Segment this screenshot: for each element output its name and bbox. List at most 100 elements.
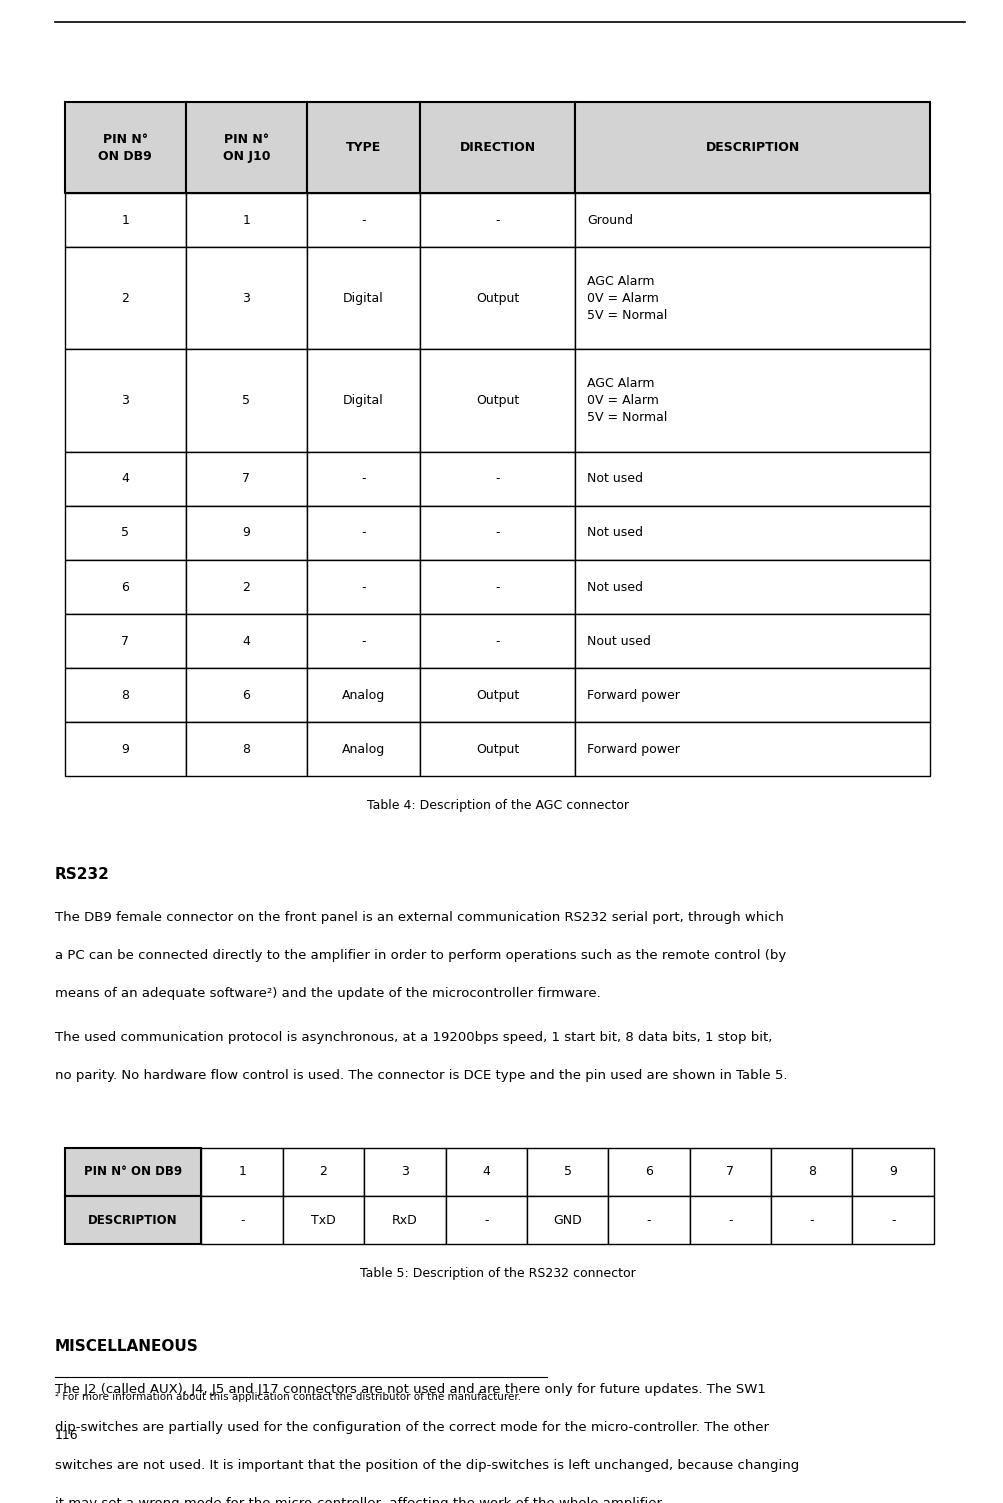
Text: 3: 3 [400,1165,408,1178]
Bar [64,246,186,350]
Text: 3: 3 [121,394,129,407]
Text: Output: Output [475,394,519,407]
Text: 6: 6 [645,1165,652,1178]
Bar [64,669,186,723]
Bar [527,1148,608,1196]
Bar [575,246,930,350]
Bar [64,192,186,246]
Text: 8: 8 [121,688,129,702]
Text: 5: 5 [121,526,129,540]
Text: 5: 5 [243,394,250,407]
Bar [445,1196,527,1244]
Text: AGC Alarm
0V = Alarm
5V = Normal: AGC Alarm 0V = Alarm 5V = Normal [587,377,667,424]
Bar [307,561,419,615]
Text: 5: 5 [563,1165,571,1178]
Text: dip-switches are partially used for the configuration of the correct mode for th: dip-switches are partially used for the … [55,1422,768,1434]
Text: -: - [494,634,499,648]
Text: 7: 7 [726,1165,733,1178]
Text: -: - [483,1214,488,1226]
Bar [419,452,575,507]
Text: 8: 8 [807,1165,815,1178]
Text: -: - [361,634,365,648]
Bar [64,615,186,669]
Text: 4: 4 [481,1165,489,1178]
Text: DESCRIPTION: DESCRIPTION [705,141,799,155]
Text: Table 4: Description of the AGC connector: Table 4: Description of the AGC connecto… [366,800,628,812]
Bar [419,507,575,561]
Bar [364,1196,445,1244]
Bar [307,246,419,350]
Text: -: - [361,472,365,485]
Text: Not used: Not used [587,526,643,540]
Bar [186,350,307,452]
Bar [186,246,307,350]
Bar [575,561,930,615]
Bar [283,1148,364,1196]
Bar [202,1196,283,1244]
Bar [608,1196,689,1244]
Bar [186,192,307,246]
Text: Not used: Not used [587,580,643,594]
Text: DIRECTION: DIRECTION [459,141,535,155]
Text: 9: 9 [243,526,250,540]
Bar [64,1148,202,1196]
Text: 2: 2 [319,1165,327,1178]
Bar [186,507,307,561]
Bar [186,561,307,615]
Text: -: - [646,1214,651,1226]
Text: -: - [890,1214,895,1226]
Bar [186,615,307,669]
Text: 1: 1 [238,1165,246,1178]
Text: 9: 9 [121,742,129,756]
Bar [64,452,186,507]
Text: means of an adequate software²) and the update of the microcontroller firmware.: means of an adequate software²) and the … [55,987,600,999]
Bar [307,723,419,777]
Bar [307,192,419,246]
Bar [770,1196,852,1244]
Bar [575,507,930,561]
Bar [575,102,930,192]
Text: The used communication protocol is asynchronous, at a 19200bps speed, 1 start bi: The used communication protocol is async… [55,1031,771,1045]
Text: 2: 2 [121,292,129,305]
Text: Analog: Analog [341,742,384,756]
Bar [64,507,186,561]
Text: 8: 8 [243,742,250,756]
Bar [852,1148,933,1196]
Text: -: - [808,1214,813,1226]
Bar [575,723,930,777]
Text: Not used: Not used [587,472,643,485]
Text: PIN N° ON DB9: PIN N° ON DB9 [84,1165,182,1178]
Text: ² For more information about this application contact the distributor of the man: ² For more information about this applic… [55,1392,521,1402]
Bar [202,1148,283,1196]
Bar [307,452,419,507]
Text: Forward power: Forward power [587,742,680,756]
Bar [307,102,419,192]
Bar [186,669,307,723]
Text: 9: 9 [889,1165,897,1178]
Bar [575,669,930,723]
Text: -: - [494,526,499,540]
Bar [527,1196,608,1244]
Text: 1: 1 [121,213,129,227]
Text: DESCRIPTION: DESCRIPTION [88,1214,178,1226]
Text: TYPE: TYPE [345,141,380,155]
Text: 7: 7 [243,472,250,485]
Bar [186,723,307,777]
Text: -: - [361,526,365,540]
Text: The J2 (called AUX), J4, J5 and J17 connectors are not used and are there only f: The J2 (called AUX), J4, J5 and J17 conn… [55,1383,765,1396]
Bar [307,669,419,723]
Text: 2: 2 [243,580,250,594]
Text: Table 5: Description of the RS232 connector: Table 5: Description of the RS232 connec… [359,1267,635,1281]
Bar [852,1196,933,1244]
Text: Output: Output [475,688,519,702]
Bar [307,615,419,669]
Bar [283,1196,364,1244]
Text: 116: 116 [55,1429,78,1443]
Text: 4: 4 [121,472,129,485]
Bar [575,192,930,246]
Bar [419,350,575,452]
Bar [608,1148,689,1196]
Bar [419,669,575,723]
Bar [364,1148,445,1196]
Bar [307,350,419,452]
